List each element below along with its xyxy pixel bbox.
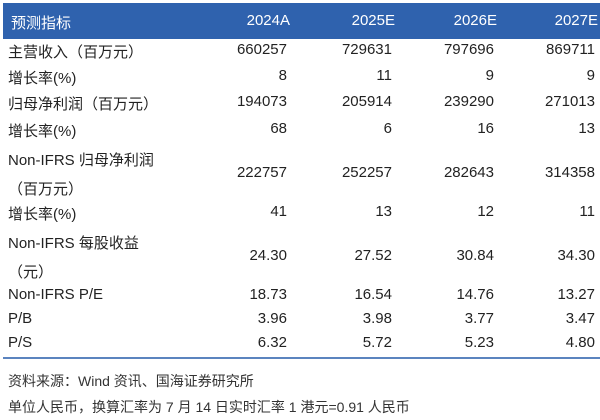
header-year: 2027E — [554, 12, 598, 29]
row-value: 30.84 — [456, 247, 494, 264]
row-value: 5.23 — [464, 334, 494, 351]
row-value: 6.32 — [257, 334, 287, 351]
row-value: 729631 — [341, 41, 392, 58]
row-value: 3.47 — [565, 310, 595, 327]
row-label: P/S — [8, 334, 33, 351]
row-value: 660257 — [236, 41, 287, 58]
table-header: 预测指标 2024A 2025E 2026E 2027E — [3, 3, 600, 39]
row-label: 主营收入（百万元） — [8, 44, 144, 61]
row-label-unit: （元） — [8, 264, 54, 281]
header-year: 2026E — [453, 12, 497, 29]
header-year: 2025E — [351, 12, 395, 29]
row-value: 3.98 — [362, 310, 392, 327]
row-value: 3.96 — [257, 310, 287, 327]
row-label: Non-IFRS 每股收益 — [8, 235, 139, 252]
row-value: 194073 — [236, 93, 287, 110]
row-value: 18.73 — [249, 286, 287, 303]
row-value: 24.30 — [249, 247, 287, 264]
row-label-unit: （百万元） — [8, 181, 84, 198]
source-note: 资料来源：Wind 资讯、国海证券研究所 — [8, 373, 254, 389]
row-value: 797696 — [443, 41, 494, 58]
row-value: 68 — [270, 120, 287, 137]
row-value: 27.52 — [354, 247, 392, 264]
row-label: P/B — [8, 310, 33, 327]
row-value: 6 — [383, 120, 392, 137]
row-value: 271013 — [544, 93, 595, 110]
row-value: 252257 — [341, 164, 392, 181]
row-value: 16.54 — [354, 286, 392, 303]
row-value: 8 — [278, 67, 287, 84]
row-label: 归母净利润（百万元） — [8, 96, 159, 113]
row-value: 41 — [270, 203, 287, 220]
row-value: 205914 — [341, 93, 392, 110]
row-value: 869711 — [546, 41, 595, 58]
row-value: 12 — [477, 203, 494, 220]
row-value: 16 — [477, 120, 494, 137]
row-label: 增长率(%) — [8, 206, 77, 223]
row-value: 282643 — [443, 164, 494, 181]
row-value: 14.76 — [456, 286, 494, 303]
row-value: 5.72 — [362, 334, 392, 351]
row-value: 4.80 — [565, 334, 595, 351]
row-value: 314358 — [544, 164, 595, 181]
row-value: 9 — [485, 67, 494, 84]
row-value: 11 — [376, 67, 392, 84]
row-value: 222757 — [236, 164, 287, 181]
table-bottom-rule — [3, 357, 600, 359]
row-label: Non-IFRS P/E — [8, 286, 104, 303]
header-year: 2024A — [246, 12, 290, 29]
row-value: 13 — [578, 120, 595, 137]
row-label: 增长率(%) — [8, 123, 77, 140]
row-value: 34.30 — [557, 247, 595, 264]
row-label: Non-IFRS 归母净利润 — [8, 152, 154, 169]
row-value: 9 — [586, 67, 595, 84]
row-value: 11 — [579, 203, 595, 220]
row-label: 增长率(%) — [8, 70, 77, 87]
row-value: 239290 — [443, 93, 494, 110]
row-value: 13.27 — [557, 286, 595, 303]
row-value: 13 — [375, 203, 392, 220]
unit-note: 单位人民币，换算汇率为 7 月 14 日实时汇率 1 港元=0.91 人民币 — [8, 399, 410, 415]
header-label: 预测指标 — [11, 15, 72, 32]
row-value: 3.77 — [464, 310, 494, 327]
